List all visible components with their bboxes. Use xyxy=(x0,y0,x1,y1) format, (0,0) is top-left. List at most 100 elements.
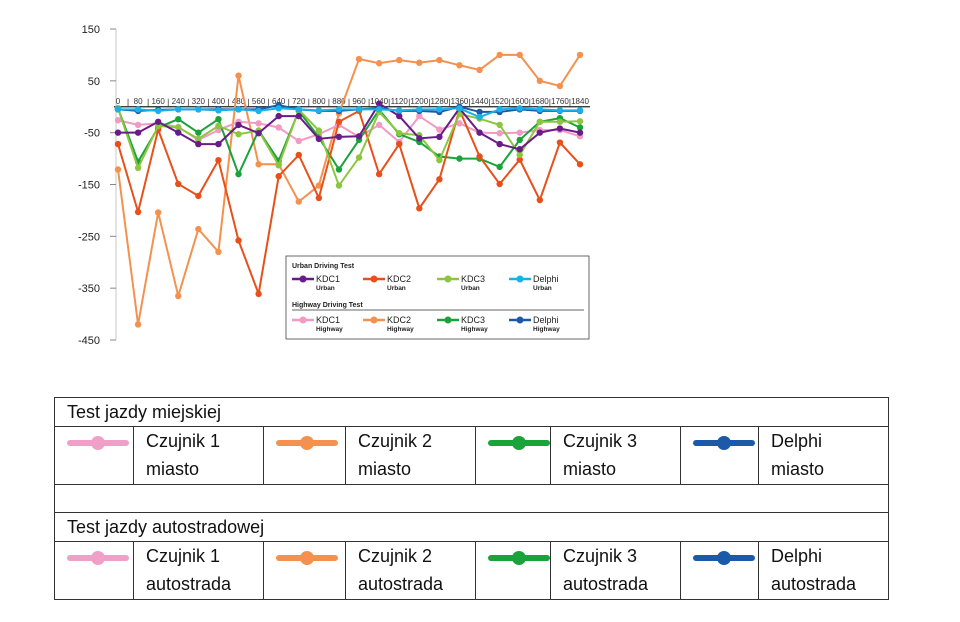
data-point xyxy=(556,107,564,114)
legend-series-name: KDC3 xyxy=(461,274,485,284)
data-point xyxy=(556,118,564,125)
legend-swatch-cell xyxy=(680,426,759,485)
data-point xyxy=(516,156,523,163)
data-point xyxy=(195,106,202,113)
data-point xyxy=(456,120,463,127)
data-point xyxy=(195,225,202,233)
data-point xyxy=(536,106,544,113)
data-point xyxy=(556,82,564,90)
data-point xyxy=(476,153,483,160)
data-point xyxy=(255,120,262,127)
data-point xyxy=(576,107,584,114)
data-point xyxy=(516,105,523,112)
data-point xyxy=(355,133,363,140)
legend-label-cell: Czujnik 2 miasto xyxy=(345,426,476,485)
data-point xyxy=(175,292,182,300)
data-point xyxy=(195,135,202,143)
x-tick-label: 1680 xyxy=(531,97,549,106)
x-tick-label: 1360 xyxy=(451,97,469,106)
data-point xyxy=(516,136,523,144)
legend-label-line: autostrada xyxy=(771,574,857,594)
legend-marker-icon xyxy=(516,316,524,324)
data-point xyxy=(416,112,423,120)
data-point xyxy=(536,118,544,125)
legend-swatch-cell xyxy=(263,426,346,485)
data-point xyxy=(375,170,383,178)
data-point xyxy=(295,151,302,159)
legend-label-cell: Delphi miasto xyxy=(758,426,889,485)
x-tick-label: 560 xyxy=(252,97,266,106)
x-tick-label: 0 xyxy=(116,97,121,106)
series-lines xyxy=(114,51,584,328)
data-point xyxy=(235,131,242,138)
line-marker-icon xyxy=(67,436,129,450)
legend-table: Test jazdy miejskiej Czujnik 1 miasto Czuj… xyxy=(54,397,889,600)
legend-label-line: Czujnik 1 xyxy=(146,546,221,566)
chart-legend: Urban Driving Test Highway Driving Test … xyxy=(285,255,590,340)
legend-label-line: Czujnik 1 xyxy=(146,431,221,451)
y-tick-label: -150 xyxy=(78,180,100,192)
highway-test-header: Test jazdy autostradowej xyxy=(54,512,889,542)
data-point xyxy=(576,51,584,59)
data-point xyxy=(355,154,363,161)
data-point xyxy=(195,192,202,200)
x-tick-label: 800 xyxy=(312,97,326,106)
data-point xyxy=(576,161,584,168)
series-line xyxy=(117,107,581,188)
legend-swatch-cell xyxy=(54,541,134,600)
data-point xyxy=(195,129,202,136)
data-point xyxy=(175,115,182,123)
legend-label-cell: Delphi autostrada xyxy=(758,541,889,600)
data-point xyxy=(396,56,403,64)
data-point xyxy=(114,140,122,148)
urban-test-header: Test jazdy miejskiej xyxy=(54,397,889,427)
data-point xyxy=(416,135,423,142)
data-point xyxy=(215,122,222,130)
highway-legend-row: Czujnik 1 autostrada Czujnik 2 autostrada Cz… xyxy=(54,541,889,600)
data-point xyxy=(416,205,423,212)
data-point xyxy=(416,59,423,66)
x-tick-label: 880 xyxy=(332,97,346,106)
legend-series-name: KDC2 xyxy=(387,274,411,284)
data-point xyxy=(154,209,162,216)
legend-label-cell: Czujnik 1 autostrada xyxy=(133,541,264,600)
series-kdc1-highway xyxy=(114,112,584,146)
data-point xyxy=(175,129,182,136)
data-point xyxy=(335,166,343,173)
data-point xyxy=(456,110,463,118)
x-tick-label: 640 xyxy=(272,97,286,106)
legend-label-cell: Czujnik 3 miasto xyxy=(550,426,681,485)
legend-series-sub: Urban xyxy=(461,285,480,292)
legend-series-name: Delphi xyxy=(533,315,559,325)
legend-label-line: Delphi xyxy=(771,546,823,566)
line-marker-icon xyxy=(488,436,550,450)
legend-box xyxy=(285,255,590,340)
data-point xyxy=(255,129,262,137)
legend-series-sub: Highway xyxy=(461,326,488,333)
legend-label-line: Czujnik 3 xyxy=(563,431,638,451)
legend-series-name: Delphi xyxy=(533,274,559,284)
data-point xyxy=(335,182,343,189)
legend-swatch-cell xyxy=(263,541,346,600)
legend-group-title-highway: Highway Driving Test xyxy=(292,302,363,309)
y-tick-label: 50 xyxy=(88,76,100,88)
legend-marker-icon xyxy=(299,316,307,324)
data-point xyxy=(375,60,383,67)
legend-series-sub: Urban xyxy=(316,285,335,292)
data-point xyxy=(396,129,403,137)
legend-swatch-cell xyxy=(680,541,759,600)
data-point xyxy=(295,112,302,120)
data-point xyxy=(436,56,443,64)
data-point xyxy=(436,126,443,133)
data-point xyxy=(195,140,202,148)
legend-marker-icon xyxy=(516,275,524,283)
line-marker-icon xyxy=(276,436,338,450)
legend-marker-icon xyxy=(370,316,378,324)
x-tick-label: 720 xyxy=(292,97,306,106)
